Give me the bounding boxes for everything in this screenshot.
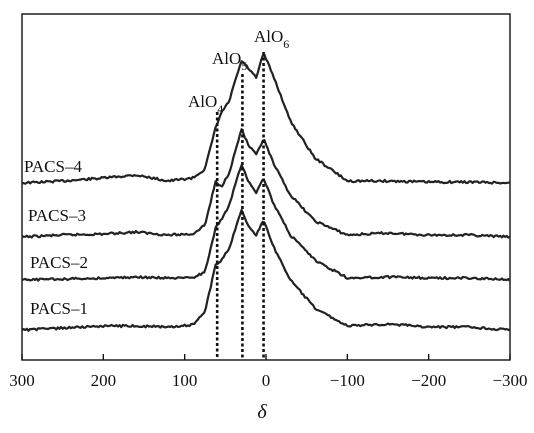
x-tick-label: −100: [330, 371, 365, 390]
x-tick-label: 100: [172, 371, 198, 390]
series-label: PACS–2: [30, 253, 88, 272]
x-axis-ticks: 300 200 100 0 −100 −200 −300: [9, 354, 528, 390]
x-tick-label: −200: [411, 371, 446, 390]
series-label: PACS–1: [30, 299, 88, 318]
peak-label: AlO4: [188, 92, 223, 116]
x-axis-label: δ: [257, 401, 267, 423]
spectra-traces: [21, 53, 511, 332]
peak-label: AlO5: [212, 49, 247, 73]
spectrum-trace: [21, 208, 511, 332]
peak-markers: AlO4 AlO5 AlO6: [188, 27, 289, 360]
series-labels: PACS–4 PACS–3 PACS–2 PACS–1: [24, 157, 88, 318]
series-label: PACS–4: [24, 157, 82, 176]
spectrum-trace: [21, 53, 511, 185]
x-tick-label: 0: [262, 371, 271, 390]
x-tick-label: 300: [9, 371, 35, 390]
peak-label: AlO6: [254, 27, 289, 51]
x-tick-label: 200: [91, 371, 117, 390]
x-tick-label: −300: [492, 371, 527, 390]
series-label: PACS–3: [28, 206, 86, 225]
spectrum-trace: [21, 128, 511, 239]
spectrum-trace: [22, 164, 511, 282]
